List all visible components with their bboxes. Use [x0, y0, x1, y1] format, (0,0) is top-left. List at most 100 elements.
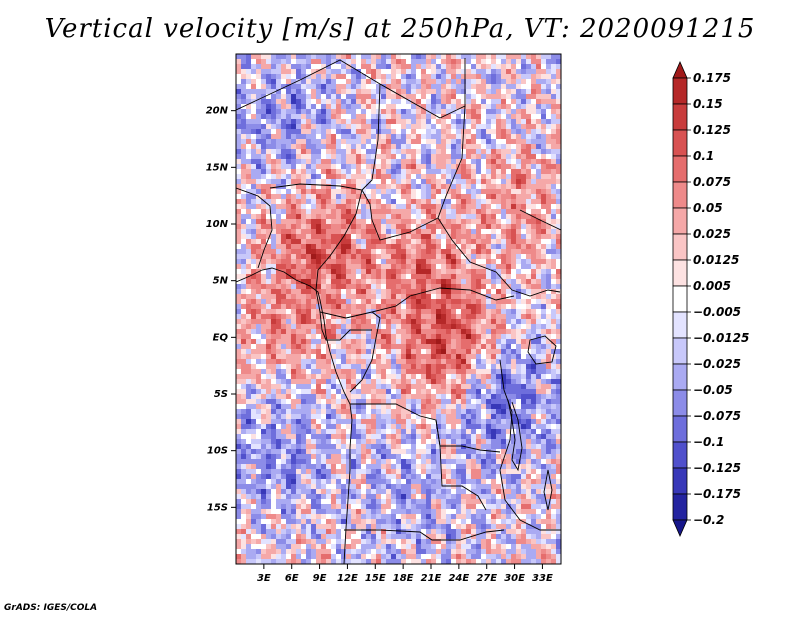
field-cell [386, 224, 391, 229]
field-cell [446, 69, 451, 74]
field-cell [526, 194, 531, 199]
field-cell [286, 339, 291, 344]
field-cell [371, 394, 376, 399]
field-cell [301, 274, 306, 279]
field-cell [281, 304, 286, 309]
field-cell [466, 274, 471, 279]
field-cell [436, 89, 441, 94]
field-cell [341, 329, 346, 334]
field-cell [281, 169, 286, 174]
field-cell [361, 399, 366, 404]
field-cell [401, 179, 406, 184]
field-cell [296, 354, 301, 359]
field-cell [316, 189, 321, 194]
field-cell [426, 189, 431, 194]
field-cell [376, 144, 381, 149]
field-cell [391, 199, 396, 204]
field-cell [306, 249, 311, 254]
field-cell [281, 219, 286, 224]
field-cell [436, 239, 441, 244]
field-cell [276, 249, 281, 254]
field-cell [516, 114, 521, 119]
field-cell [256, 424, 261, 429]
field-cell [256, 59, 261, 64]
field-cell [316, 319, 321, 324]
field-cell [441, 414, 446, 419]
field-cell [356, 364, 361, 369]
field-cell [426, 54, 431, 59]
field-cell [251, 214, 256, 219]
field-cell [451, 79, 456, 84]
field-cell [471, 219, 476, 224]
field-cell [251, 219, 256, 224]
field-cell [341, 359, 346, 364]
field-cell [321, 279, 326, 284]
field-cell [431, 369, 436, 374]
field-cell [531, 404, 536, 409]
field-cell [331, 384, 336, 389]
field-cell [366, 244, 371, 249]
field-cell [441, 394, 446, 399]
field-cell [286, 274, 291, 279]
field-cell [501, 264, 506, 269]
field-cell [381, 174, 386, 179]
field-cell [536, 339, 541, 344]
field-cell [471, 229, 476, 234]
field-cell [331, 74, 336, 79]
field-cell [296, 114, 301, 119]
field-cell [241, 119, 246, 124]
field-cell [396, 364, 401, 369]
field-cell [411, 179, 416, 184]
field-cell [546, 139, 551, 144]
field-cell [286, 189, 291, 194]
field-cell [541, 279, 546, 284]
field-cell [516, 364, 521, 369]
field-cell [336, 424, 341, 429]
field-cell [556, 429, 561, 434]
field-cell [426, 174, 431, 179]
field-cell [476, 309, 481, 314]
field-cell [371, 249, 376, 254]
field-cell [376, 424, 381, 429]
field-cell [331, 274, 336, 279]
field-cell [436, 99, 441, 104]
field-cell [521, 384, 526, 389]
field-cell [496, 384, 501, 389]
field-cell [526, 304, 531, 309]
field-cell [351, 204, 356, 209]
field-cell [336, 94, 341, 99]
field-cell [371, 209, 376, 214]
field-cell [486, 329, 491, 334]
field-cell [351, 59, 356, 64]
field-cell [306, 239, 311, 244]
field-cell [256, 359, 261, 364]
field-cell [546, 394, 551, 399]
field-cell [546, 299, 551, 304]
field-cell [436, 289, 441, 294]
field-cell [236, 184, 241, 189]
field-cell [386, 269, 391, 274]
field-cell [391, 134, 396, 139]
field-cell [246, 359, 251, 364]
field-cell [381, 319, 386, 324]
field-cell [351, 104, 356, 109]
field-cell [491, 259, 496, 264]
field-cell [396, 374, 401, 379]
field-cell [396, 314, 401, 319]
field-cell [536, 419, 541, 424]
field-cell [456, 179, 461, 184]
field-cell [556, 174, 561, 179]
field-cell [551, 229, 556, 234]
field-cell [381, 89, 386, 94]
field-cell [451, 334, 456, 339]
field-cell [481, 189, 486, 194]
field-cell [541, 309, 546, 314]
field-cell [426, 154, 431, 159]
field-cell [371, 109, 376, 114]
field-cell [521, 359, 526, 364]
field-cell [261, 394, 266, 399]
field-cell [271, 104, 276, 109]
field-cell [526, 179, 531, 184]
field-cell [436, 134, 441, 139]
